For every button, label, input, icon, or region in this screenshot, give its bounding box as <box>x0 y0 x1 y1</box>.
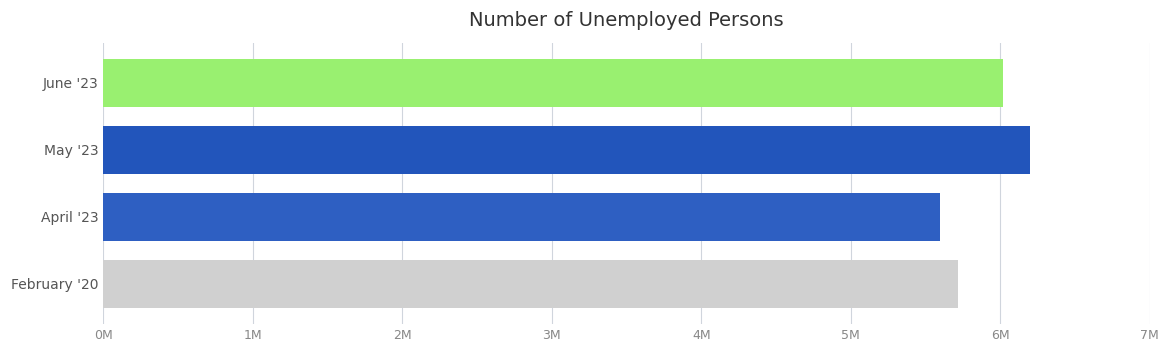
Bar <box>103 260 958 308</box>
Bar <box>103 193 941 241</box>
Bar <box>103 59 1003 107</box>
Bar <box>103 126 1030 174</box>
Title: Number of Unemployed Persons: Number of Unemployed Persons <box>469 11 784 30</box>
